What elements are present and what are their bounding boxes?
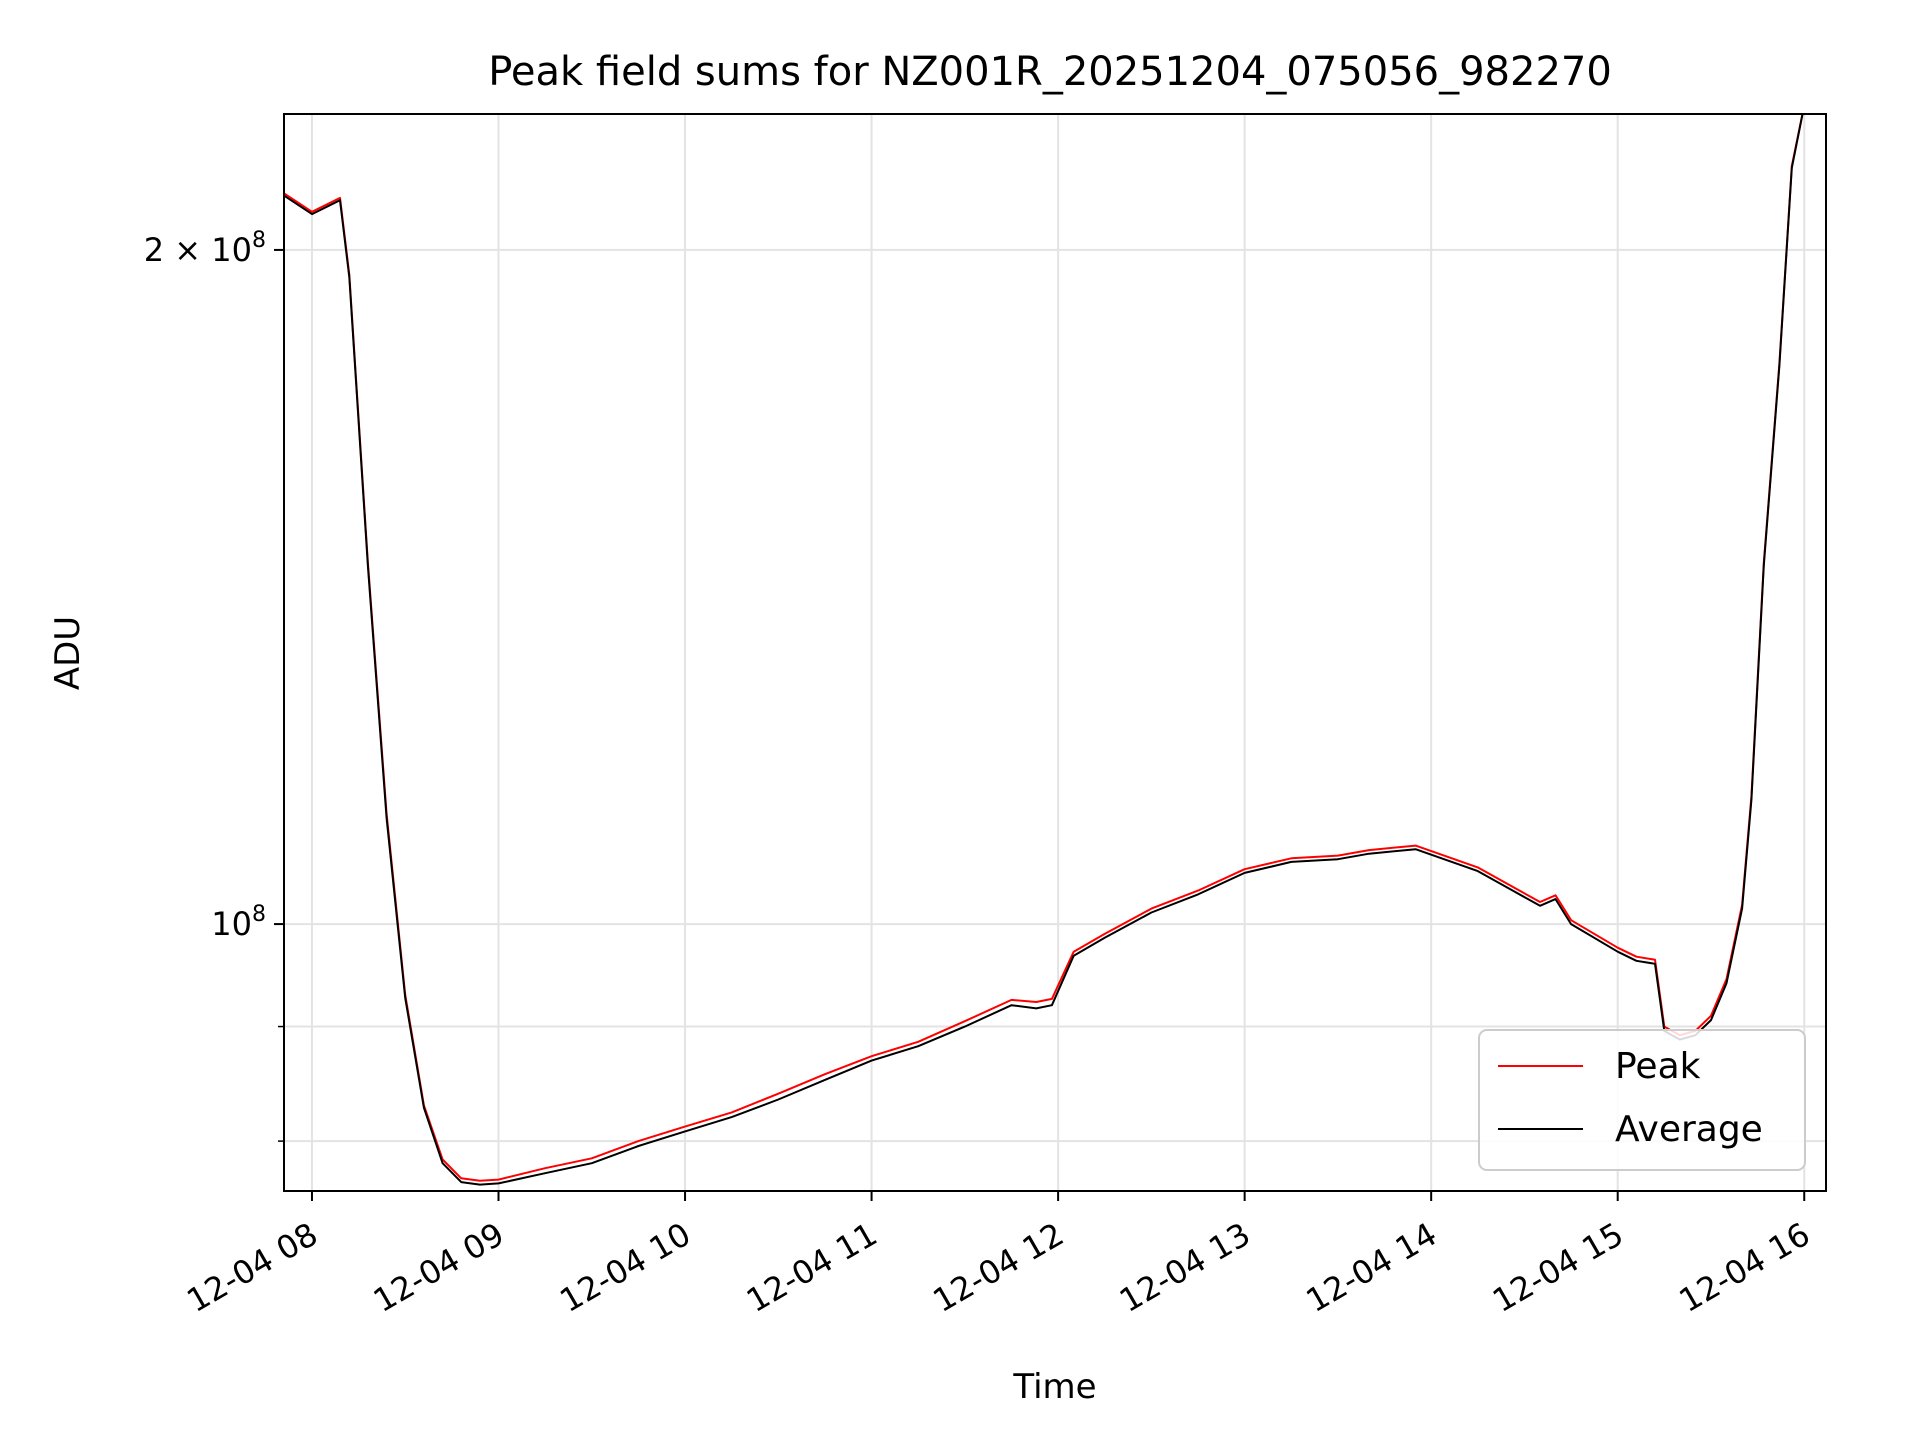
chart-title: Peak field sums for NZ001R_20251204_0750… — [488, 49, 1612, 95]
y-tick-base: 2 × 10 — [144, 231, 252, 269]
y-tick-base: 10 — [211, 905, 252, 943]
legend: Peak Average — [1478, 1029, 1806, 1171]
legend-label-peak: Peak — [1615, 1046, 1701, 1087]
y-axis-title: ADU — [48, 616, 88, 690]
y-tick-exponent: 8 — [252, 902, 266, 927]
series-line-peak — [284, 114, 1804, 1182]
y-tick-exponent: 8 — [252, 228, 266, 253]
legend-label-average: Average — [1615, 1109, 1763, 1150]
grid — [284, 114, 1826, 1191]
y-tick-label: 2 × 108 — [144, 228, 266, 269]
plot-frame — [283, 113, 1827, 1192]
x-axis-title: Time — [1012, 1367, 1096, 1407]
y-tick-label: 108 — [211, 902, 266, 943]
